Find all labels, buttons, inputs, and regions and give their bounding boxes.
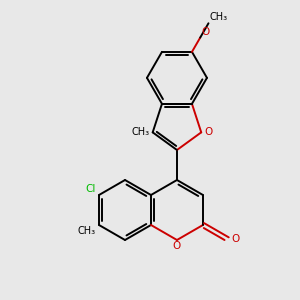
- Text: CH₃: CH₃: [78, 226, 96, 236]
- Text: Cl: Cl: [85, 184, 96, 194]
- Text: O: O: [173, 241, 181, 251]
- Text: O: O: [204, 128, 212, 137]
- Text: O: O: [232, 234, 240, 244]
- Text: O: O: [201, 27, 209, 37]
- Text: CH₃: CH₃: [209, 12, 228, 22]
- Text: CH₃: CH₃: [132, 128, 150, 137]
